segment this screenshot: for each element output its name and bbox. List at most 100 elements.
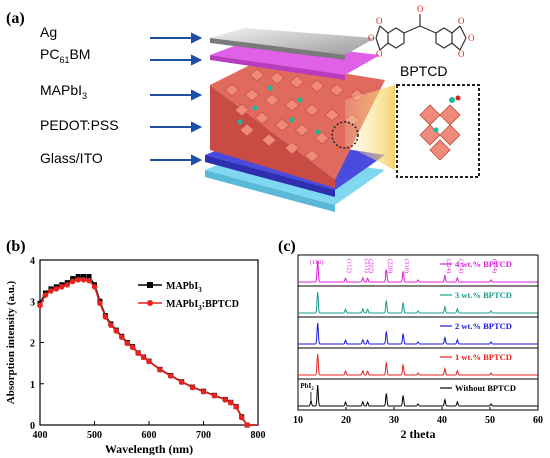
layer-label-pedot: PEDOT:PSS [40,117,119,133]
pbi2-label: PbI2 [300,382,314,392]
data-point [75,274,81,279]
data-point [64,281,71,288]
data-point [81,274,87,279]
x-tick-label: 800 [251,430,266,441]
device-schematic: OOO O OOO BPTCD [150,4,480,212]
legend-label: MAPbI3:BPTCD [166,299,239,312]
x-tick-label: 500 [87,430,102,441]
data-point [129,344,136,351]
data-point [146,358,152,365]
data-point [200,388,207,395]
zoom-circle [331,121,359,149]
y-tick-label: 1 [30,380,35,391]
x-axis-label: 2 theta [401,427,436,441]
zoom-beam [345,85,395,170]
x-axis-label: Wavelength (nm) [105,442,193,455]
data-point [53,286,60,292]
data-point [97,300,103,307]
data-point [157,366,163,373]
svg-text:O: O [376,16,383,26]
data-point [102,314,109,320]
xrd-pattern [298,322,538,345]
legend-label: 1 wt.% BPTCD [455,352,512,362]
y-tick-label: 3 [30,297,35,308]
data-point [86,277,92,284]
xrd-pattern [298,260,538,283]
data-point [108,322,114,328]
svg-text:O: O [417,4,424,14]
data-point [140,354,147,361]
legend-marker [147,282,153,288]
peak-label: (202) [368,259,375,273]
legend-label: 3 wt.% BPTCD [455,290,512,300]
y-tick-label: 0 [30,421,35,432]
data-point [80,277,87,283]
data-point [113,328,120,334]
layer-label-mapbi3: MAPbI3 [40,82,88,101]
data-point [227,399,234,406]
data-point [118,334,125,340]
bptcd-molecule [375,14,467,51]
xrd-pattern [298,291,538,314]
data-point [48,288,54,294]
bptcd-oxygens: OOO O OOO [368,4,475,59]
stack-panel [297,254,539,287]
x-tick-label: 30 [389,415,399,426]
data-point [189,384,196,391]
peak-label: (314) [457,259,464,273]
layer-label-ag: Ag [40,24,58,40]
data-point [244,422,250,428]
peak-label: (110) [310,259,324,266]
absorption-chart: 400 500 600 700 800 0 1 2 3 4 Wavelength (nm) Absor… [5,256,266,455]
legend-label: 4 wt.% BPTCD [455,259,512,269]
ag-layer [210,28,375,60]
zoom-box [396,84,480,178]
legend-label: 2 wt.% BPTCD [455,321,512,331]
svg-text:O: O [468,33,475,43]
data-point [37,302,43,309]
data-point [168,373,174,379]
data-point [59,284,65,290]
y-tick-label: 4 [30,256,35,267]
data-point [91,284,98,290]
perovskite-octahedra [224,68,365,163]
peak-label: (220) [386,259,393,273]
legend-label: Without BPTCD [455,383,516,393]
layer-label-pcbm: PC61BM [40,46,91,65]
legend-label: MAPbI3 [166,281,202,294]
xrd-pattern [298,384,538,407]
data-point [222,397,229,403]
dopant-dots [237,85,321,135]
data-point [178,379,185,385]
series-line [39,279,258,426]
data-point [238,414,245,421]
x-tick-label: 700 [196,430,211,441]
data-point [70,276,76,282]
x-tick-label: 400 [33,430,48,441]
layer-label-glass: Glass/ITO [40,150,103,166]
x-tick-label: 10 [293,415,303,426]
peak-label: (112) [346,259,353,273]
xrd-pattern [298,353,538,376]
svg-text:O: O [458,49,465,59]
x-tick-label: 20 [341,415,351,426]
data-point [124,340,130,347]
x-tick-label: 60 [533,415,543,426]
y-axis-label: Absorption intensity (a.u.) [5,280,17,404]
x-tick-label: 40 [437,415,447,426]
panel-b-label: (b) [6,238,26,255]
svg-text:O: O [368,33,375,43]
peak-label: (310) [403,259,410,273]
panel-a-label: (a) [6,10,25,27]
x-tick-label: 50 [485,415,495,426]
peak-label: (404) [491,259,498,273]
data-point [69,278,76,285]
bptcd-label: BPTCD [400,63,447,79]
data-point [86,274,92,279]
data-point [75,277,81,283]
pcbm-layer [210,40,380,80]
svg-text:O: O [458,16,465,26]
data-point [135,350,141,357]
layer-arrows [150,32,203,166]
data-point [42,292,49,298]
